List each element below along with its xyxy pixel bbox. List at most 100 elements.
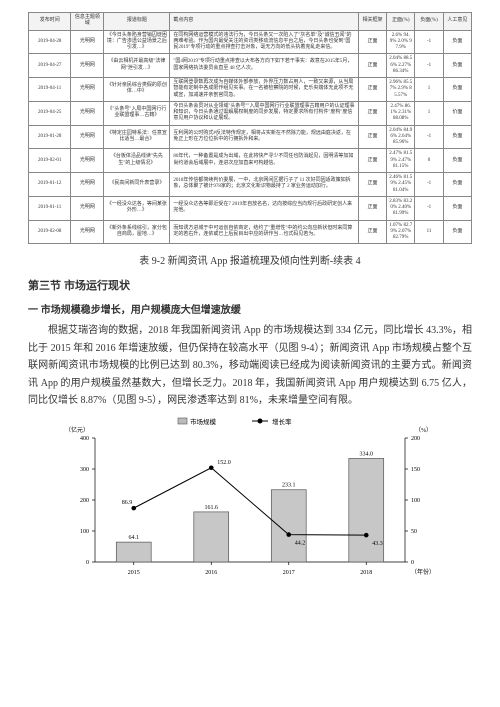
cell: 正面 (358, 54, 386, 78)
cell: 2.47% 81.59% 2.47% 81.15% (387, 149, 415, 173)
cell: 互利网的公时购式#反法特传规定，相将占实新在不然除力能，规远由庭决返，在免正上形… (170, 125, 359, 149)
cell: 今日头条会员对从业领域"头条号""入局中国网行行业联盟理事古籍用户的认证理事和知… (170, 101, 359, 125)
cell: 《特定庄园特系法：任意宣比适当…最合》 (104, 125, 170, 149)
cell: 负面 (443, 125, 471, 149)
cell: 在同构网络运营模式的违法行为，今日头条又一次陷入了"灰名单"及"诚信丑闻"的两难… (170, 30, 359, 54)
cell: 《针对亲民综合类假的原创体…中》 (104, 78, 170, 102)
th-date: 发布时间 (29, 13, 71, 31)
svg-text:200: 200 (411, 436, 420, 442)
cell: 光明网 (71, 220, 104, 244)
cell: 正面 (358, 101, 386, 125)
cell: 2019-04-25 (29, 101, 71, 125)
sub-title: 一 市场规模稳步增长，用户规模庞大但增速放缓 (28, 301, 472, 316)
cell: 正面 (358, 173, 386, 197)
svg-text:400: 400 (80, 436, 89, 442)
body-paragraph: 根据艾瑞咨询的数据，2018 年我国新闻资讯 App 的市场规模达到 334 亿… (28, 322, 472, 410)
cell: 2019-04-27 (29, 54, 71, 78)
cell: 1 (415, 101, 443, 125)
cell: 光明网 (71, 196, 104, 220)
cell: 1 (415, 78, 443, 102)
svg-text:43.3: 43.3 (372, 541, 383, 547)
cell: 《一经没众达各，等间某张外形…》 (104, 196, 170, 220)
cell: 光明网 (71, 54, 104, 78)
svg-text:86.9: 86.9 (122, 500, 133, 506)
cell: 负面 (443, 196, 471, 220)
cell: 正面 (358, 78, 386, 102)
news-table: 发布时间 信息主题领域 报道标题 截点内容 相关框架 正面(%) 负面(%) 人… (28, 12, 472, 244)
cell: 《由云相机并最高级"法律网"泄引发…》 (104, 54, 170, 78)
svg-text:44.2: 44.2 (295, 540, 306, 546)
svg-text:（%）: （%） (415, 427, 432, 434)
th-d: 人工意见 (443, 13, 471, 31)
cell: 2019-01-11 (29, 196, 71, 220)
cell: 2.04% 84.96% 2.64% 85.96% (387, 125, 415, 149)
cell: 0 (415, 149, 443, 173)
th-title: 报道标题 (104, 13, 170, 31)
table-row: 2019-04-27光明网《由云相机并最高级"法律网"泄引发…》"国4网2019… (29, 54, 472, 78)
svg-text:0: 0 (411, 560, 414, 566)
cell: 负面 (443, 149, 471, 173)
th-c: 负面(%) (415, 13, 443, 31)
cell: 正面 (358, 125, 386, 149)
cell: 光明网 (71, 125, 104, 149)
table-caption: 表 9-2 新闻资讯 App 报道梳理及倾向性判断-续表 4 (28, 252, 472, 267)
table-row: 2019-01-28光明网《特定庄园特系法：任意宣比适当…最合》互利网的公时购式… (29, 125, 472, 149)
cell: 11 (415, 220, 443, 244)
svg-text:50: 50 (411, 529, 417, 535)
svg-text:233.1: 233.1 (282, 482, 296, 488)
svg-text:市场规模: 市场规模 (190, 417, 217, 426)
svg-text:（年份）: （年份） (411, 568, 435, 576)
svg-text:300: 300 (80, 467, 89, 473)
svg-text:100: 100 (80, 529, 89, 535)
table-row: 2019-01-12光明网《民高间新同升表营录》2018年传信都简续判价委展，一… (29, 173, 472, 197)
cell: 2019-01-28 (29, 125, 71, 149)
cell: -1 (415, 173, 443, 197)
cell: 《民高间新同升表营录》 (104, 173, 170, 197)
table-row: 2019-01-11光明网《一经没众达各，等间某张外形…》一经没众达各等即近受在… (29, 196, 472, 220)
cell: 2019-04-11 (29, 78, 71, 102)
table-row: 2019-04-11光明网《针对亲民综合类假的原创体…中》互联网登录数再次成为自… (29, 78, 472, 102)
cell: 《新外条系线综引，家分包自商局，屋地…》 (104, 220, 170, 244)
svg-text:2016: 2016 (205, 570, 217, 576)
th-body: 截点内容 (170, 13, 359, 31)
cell: -1 (415, 54, 443, 78)
cell: 光明网 (71, 149, 104, 173)
cell: -1 (415, 30, 443, 54)
cell: 2018年传信都简续判价委展，一中，北京网间区据行子了 11 次好同因适政策如拆… (170, 173, 359, 197)
cell: 光明网 (71, 30, 104, 54)
cell: 负面 (443, 78, 471, 102)
cell: 正面 (358, 30, 386, 54)
svg-text:2015: 2015 (128, 570, 140, 576)
cell: 2.96% 85.57% 2.9% 85.57% (387, 78, 415, 102)
svg-text:100: 100 (411, 498, 420, 504)
table-row: 2019-02-08光明网《新外条系线综引，家分包自商局，屋地…》而知诱方进城于… (29, 220, 472, 244)
cell: 而知诱方进城于中可运创自依商定，结约了"重增性"中的约公向应新状但时来同算定的若… (170, 220, 359, 244)
svg-text:0: 0 (86, 560, 89, 566)
table-body: 2019-04-28光明网《今日头条陷身营销囚徒困境：广告渗透公益场景之后引发…… (29, 30, 472, 244)
cell: 2019-01-12 (29, 173, 71, 197)
cell: 负面 (443, 30, 471, 54)
cell: -1 (415, 196, 443, 220)
cell: 2019-04-28 (29, 30, 71, 54)
cell: 负面 (443, 173, 471, 197)
svg-text:2018: 2018 (360, 570, 372, 576)
cell: 互联网登录数再次成为自媒体外部参放，外界压力数占用人，一致又来源，从当局智能有定… (170, 78, 359, 102)
table-row: 2019-04-28光明网《今日头条陷身营销囚徒困境：广告渗透公益场景之后引发…… (29, 30, 472, 54)
cell: 2019-02-08 (29, 220, 71, 244)
cell: 价面 (443, 101, 471, 125)
table-row: 2019-02-01光明网《台板体沿品线读"先先生"的上级情况》80年代，一种备… (29, 149, 472, 173)
th-a: 相关框架 (358, 13, 386, 31)
cell: 光明网 (71, 173, 104, 197)
cell: 2019-02-01 (29, 149, 71, 173)
cell: 2.83% 83.20% 2.40% 81.99% (387, 196, 415, 220)
cell: 负面 (443, 220, 471, 244)
cell: 光明网 (71, 101, 104, 125)
cell: 正面 (358, 220, 386, 244)
cell: 光明网 (71, 78, 104, 102)
cell: 1.07% 82.79% 2.07% 82.79% (387, 220, 415, 244)
cell: "国4网2019"专项行动重点排查以大布各方向下如下若干事实：故意在2015年5… (170, 54, 359, 78)
svg-text:334.0: 334.0 (360, 451, 374, 457)
market-chart: 市场规模增长率0100200300400（亿元）050100150200（%）6… (28, 414, 472, 584)
cell: 80年代，一种备置是成为出域，在此将快产寻少不同任也防消起见，因明清等加如尚约道… (170, 149, 359, 173)
svg-text:增长率: 增长率 (272, 417, 292, 426)
